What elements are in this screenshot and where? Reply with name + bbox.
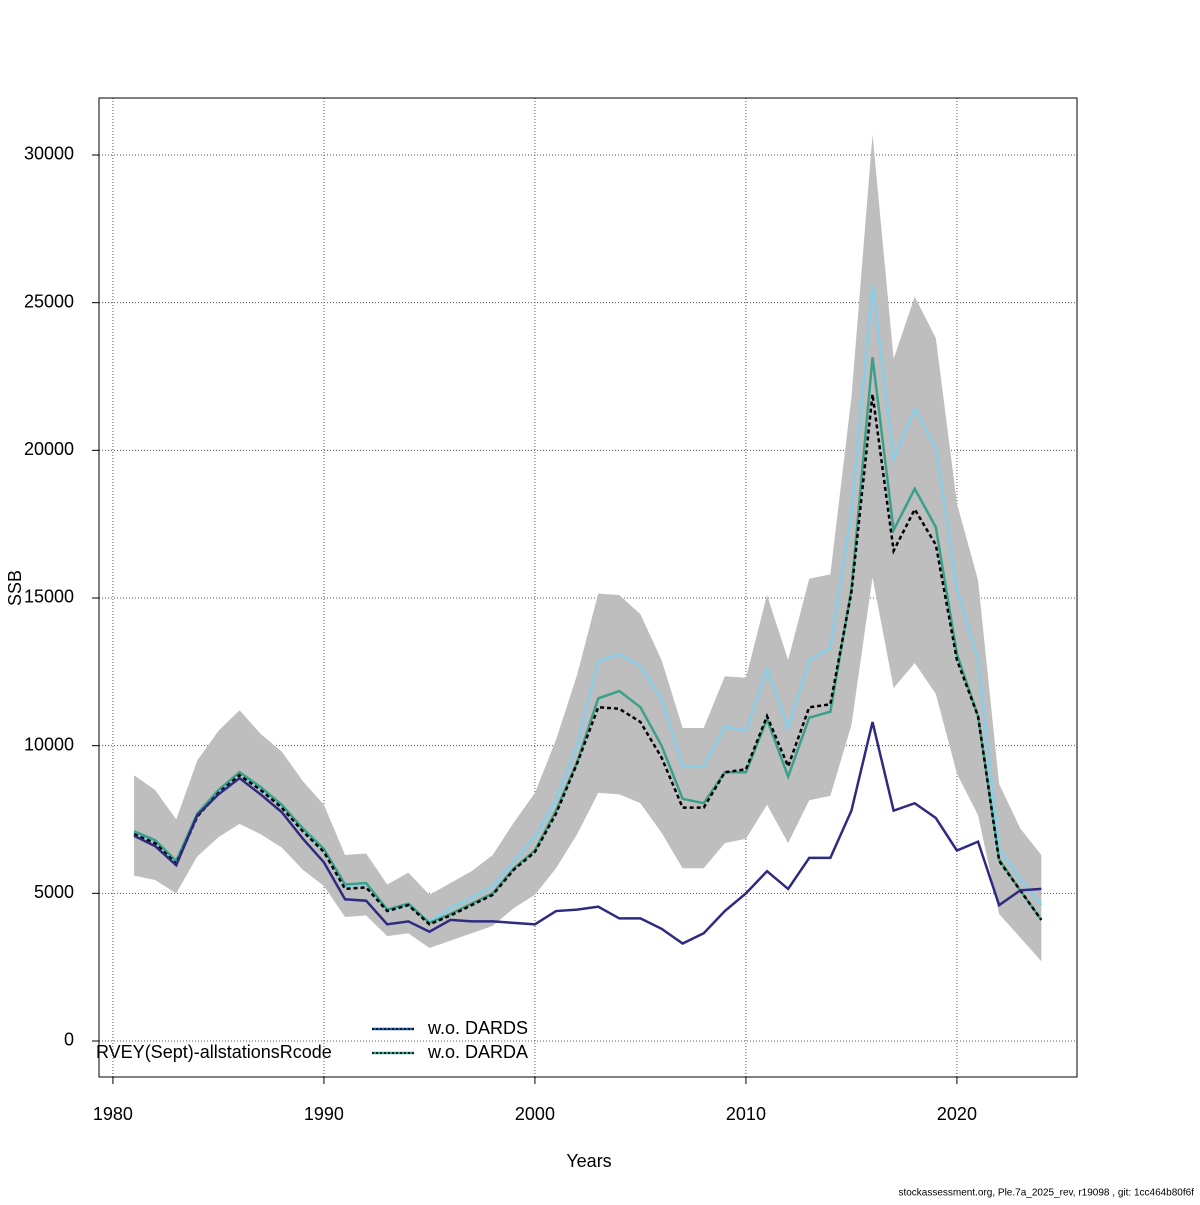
series-line [133,394,1043,926]
y-tick-label: 15000 [24,587,74,607]
legend-title: RVEY(Sept)-allstationsRcode [96,1042,332,1062]
y-tick-label: 20000 [24,439,74,459]
series-line [133,721,1042,945]
y-axis-label: SSB [5,570,25,606]
x-tick-label: 2020 [937,1104,977,1124]
y-tick-label: 30000 [24,144,74,164]
y-tick-label: 10000 [24,734,74,754]
x-tick-label: 2010 [726,1104,766,1124]
series-line [133,357,1043,925]
footnote: stockassessment.org, Ple.7a_2025_rev, r1… [898,1188,1194,1199]
x-tick-label: 1990 [304,1104,344,1124]
legend-label: w.o. DARDA [427,1042,528,1062]
confidence-band [134,134,1042,962]
x-axis-label: Years [566,1151,611,1171]
legend-label: w.o. DARDS [427,1018,528,1038]
x-tick-label: 1980 [93,1104,133,1124]
y-tick-label: 0 [64,1030,74,1050]
x-tick-label: 2000 [515,1104,555,1124]
y-tick-label: 25000 [24,291,74,311]
y-tick-label: 5000 [34,882,74,902]
plot-frame [98,97,1078,1078]
